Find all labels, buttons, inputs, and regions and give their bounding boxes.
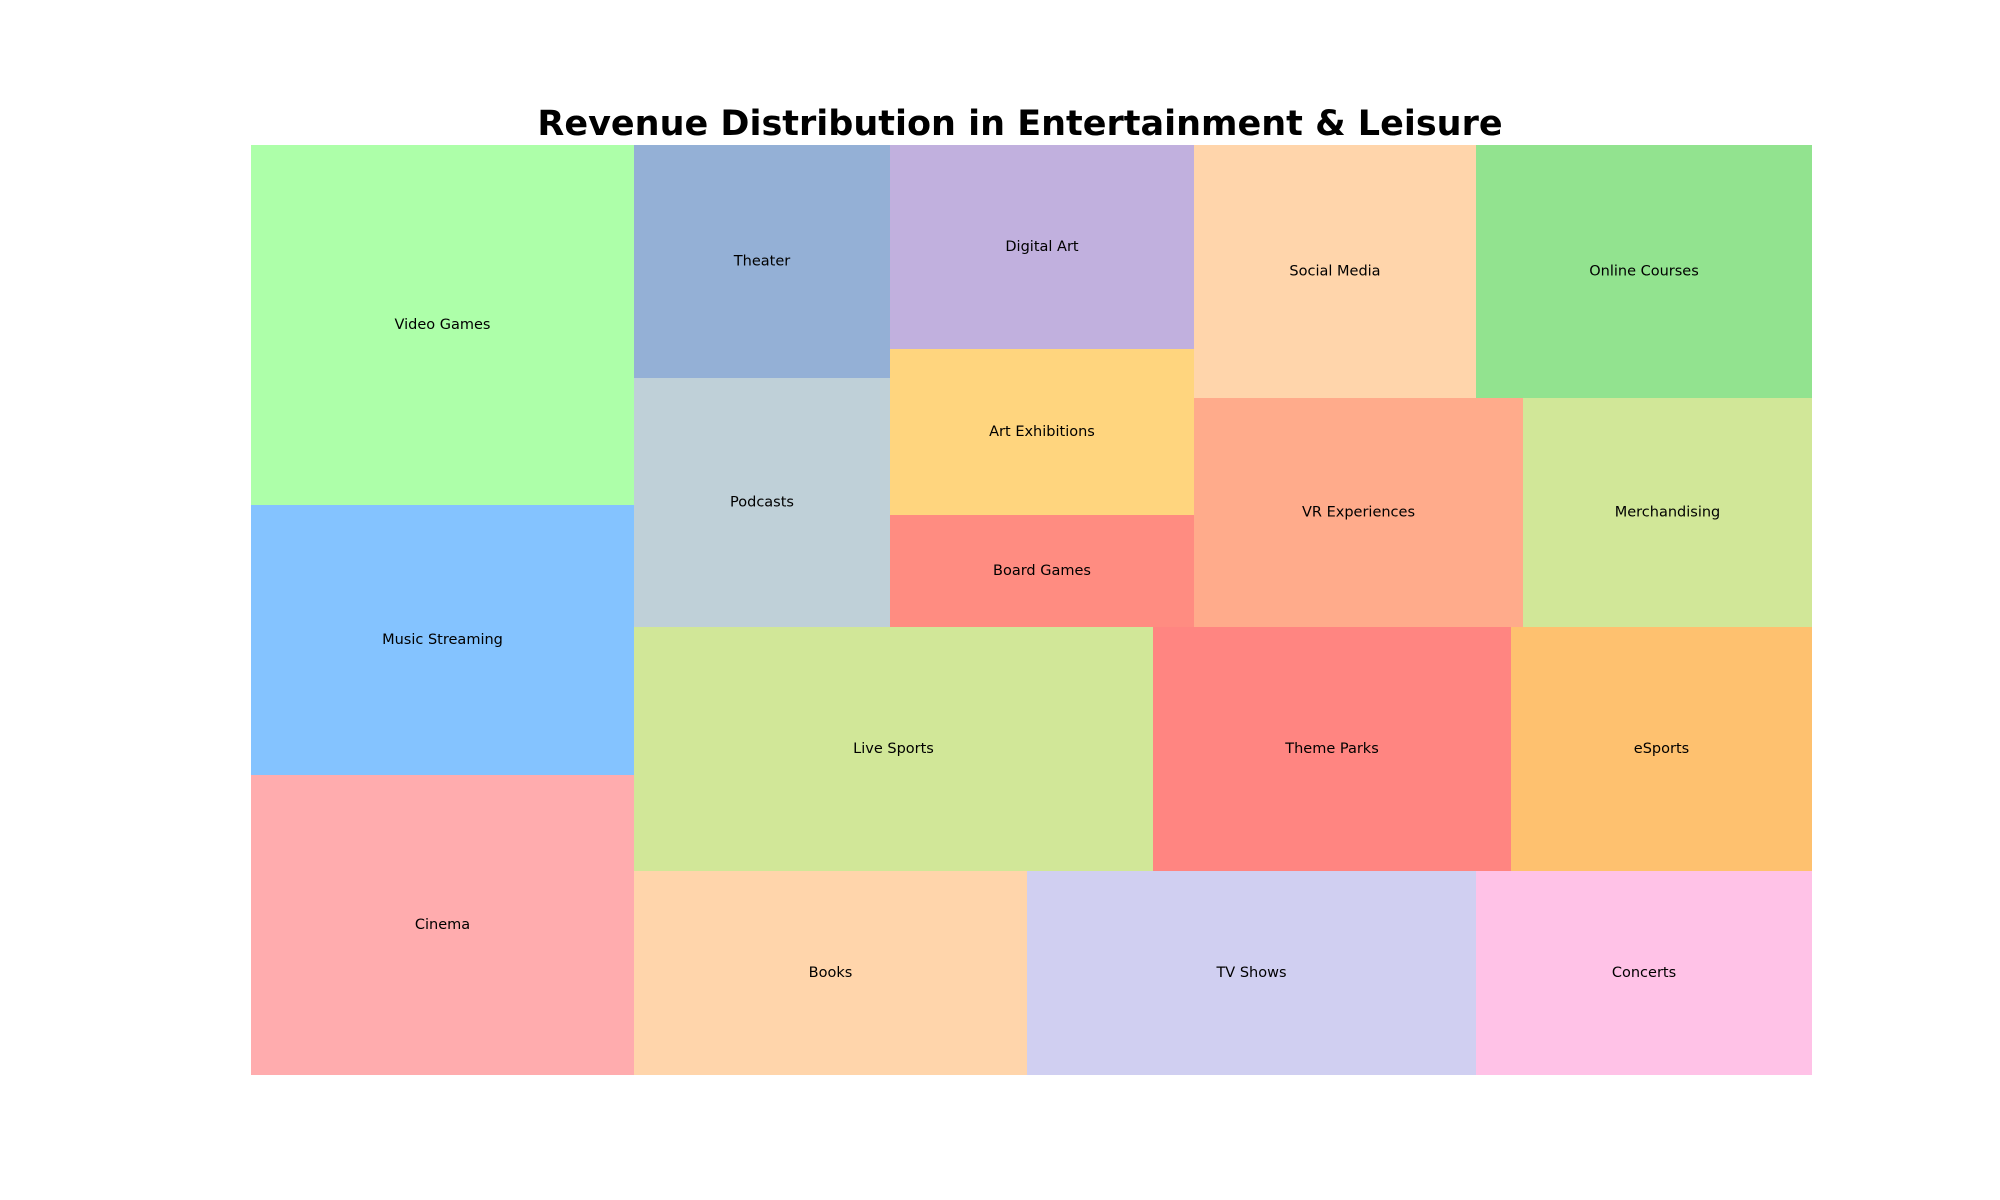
- tile-label-tv-shows: TV Shows: [1215, 965, 1286, 981]
- tile-theme-parks: Theme Parks: [1153, 627, 1511, 871]
- tile-label-video-games: Video Games: [395, 317, 491, 333]
- tile-rect-tv-shows: [1027, 871, 1476, 1075]
- tile-music-streaming: Music Streaming: [251, 505, 634, 775]
- tile-rect-online-courses: [1476, 145, 1812, 398]
- tile-label-theater: Theater: [733, 254, 790, 270]
- tile-rect-board-games: [890, 515, 1194, 627]
- tile-label-esports: eSports: [1634, 741, 1689, 757]
- tile-cinema: Cinema: [251, 775, 634, 1075]
- tile-label-digital-art: Digital Art: [1005, 239, 1079, 255]
- tile-label-art-exhibitions: Art Exhibitions: [989, 424, 1095, 440]
- tile-rect-cinema: [251, 775, 634, 1075]
- tile-label-merchandising: Merchandising: [1615, 505, 1721, 521]
- tile-rect-music-streaming: [251, 505, 634, 775]
- tile-esports: eSports: [1511, 627, 1812, 871]
- tile-digital-art: Digital Art: [890, 145, 1194, 349]
- tile-rect-video-games: [251, 145, 634, 505]
- tile-rect-theme-parks: [1153, 627, 1511, 871]
- tile-live-sports: Live Sports: [634, 627, 1153, 871]
- tile-label-music-streaming: Music Streaming: [382, 632, 503, 648]
- tile-books: Books: [634, 871, 1027, 1075]
- tile-rect-esports: [1511, 627, 1812, 871]
- tile-label-social-media: Social Media: [1289, 264, 1380, 280]
- tile-rect-art-exhibitions: [890, 349, 1194, 515]
- tile-rect-social-media: [1194, 145, 1476, 398]
- tile-rect-vr-experiences: [1194, 398, 1523, 627]
- tile-label-online-courses: Online Courses: [1589, 264, 1699, 280]
- chart-title: Revenue Distribution in Entertainment & …: [537, 104, 1502, 144]
- tile-rect-theater: [634, 145, 890, 378]
- tile-rect-books: [634, 871, 1027, 1075]
- tile-rect-digital-art: [890, 145, 1194, 349]
- tile-label-vr-experiences: VR Experiences: [1302, 505, 1415, 521]
- tile-label-live-sports: Live Sports: [853, 741, 934, 757]
- tile-vr-experiences: VR Experiences: [1194, 398, 1523, 627]
- tile-art-exhibitions: Art Exhibitions: [890, 349, 1194, 515]
- tile-label-cinema: Cinema: [415, 917, 470, 933]
- tile-theater: Theater: [634, 145, 890, 378]
- tile-label-podcasts: Podcasts: [730, 495, 794, 511]
- tile-video-games: Video Games: [251, 145, 634, 505]
- tile-label-concerts: Concerts: [1612, 965, 1676, 981]
- tile-rect-merchandising: [1523, 398, 1812, 627]
- tile-label-books: Books: [809, 965, 853, 981]
- tile-social-media: Social Media: [1194, 145, 1476, 398]
- tile-label-board-games: Board Games: [993, 563, 1091, 579]
- tile-podcasts: Podcasts: [634, 378, 890, 627]
- tile-concerts: Concerts: [1476, 871, 1812, 1075]
- tile-rect-podcasts: [634, 378, 890, 627]
- treemap-tiles: Video Games Music Streaming Cinema Theater P…: [251, 145, 1812, 1075]
- tile-rect-live-sports: [634, 627, 1153, 871]
- tile-rect-concerts: [1476, 871, 1812, 1075]
- tile-label-theme-parks: Theme Parks: [1284, 741, 1379, 757]
- tile-board-games: Board Games: [890, 515, 1194, 627]
- tile-tv-shows: TV Shows: [1027, 871, 1476, 1075]
- tile-online-courses: Online Courses: [1476, 145, 1812, 398]
- tile-merchandising: Merchandising: [1523, 398, 1812, 627]
